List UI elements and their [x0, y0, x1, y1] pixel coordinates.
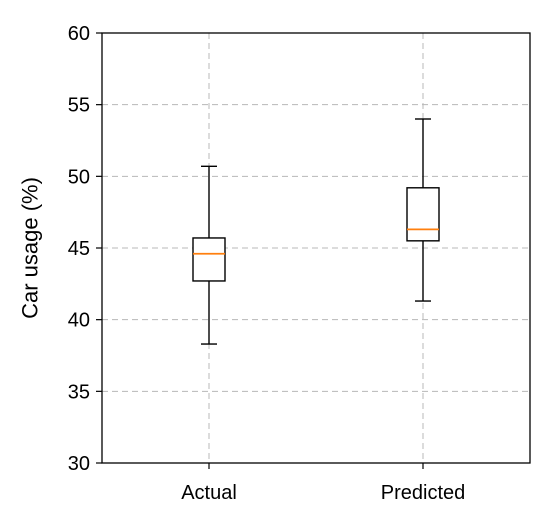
axis-ticks: 30 35 40 45 50 55 60 Actual Predicted	[68, 23, 466, 504]
grid-lines	[102, 33, 530, 463]
x-tick-label: Actual	[181, 482, 237, 504]
box-predicted	[406, 118, 440, 302]
interquartile-box	[406, 187, 440, 242]
y-axis-label: Car usage (%)	[18, 177, 43, 319]
y-tick-label: 40	[68, 310, 90, 332]
y-tick-label: 60	[68, 23, 90, 45]
interquartile-box	[192, 237, 226, 282]
y-tick-label: 35	[68, 381, 90, 403]
y-tick-label: 50	[68, 166, 90, 188]
y-tick-label: 45	[68, 238, 90, 260]
y-tick-label: 30	[68, 453, 90, 475]
y-tick-label: 55	[68, 95, 90, 117]
box-plot-marks	[192, 118, 440, 345]
x-tick-label: Predicted	[381, 482, 466, 504]
box-actual	[192, 165, 226, 345]
